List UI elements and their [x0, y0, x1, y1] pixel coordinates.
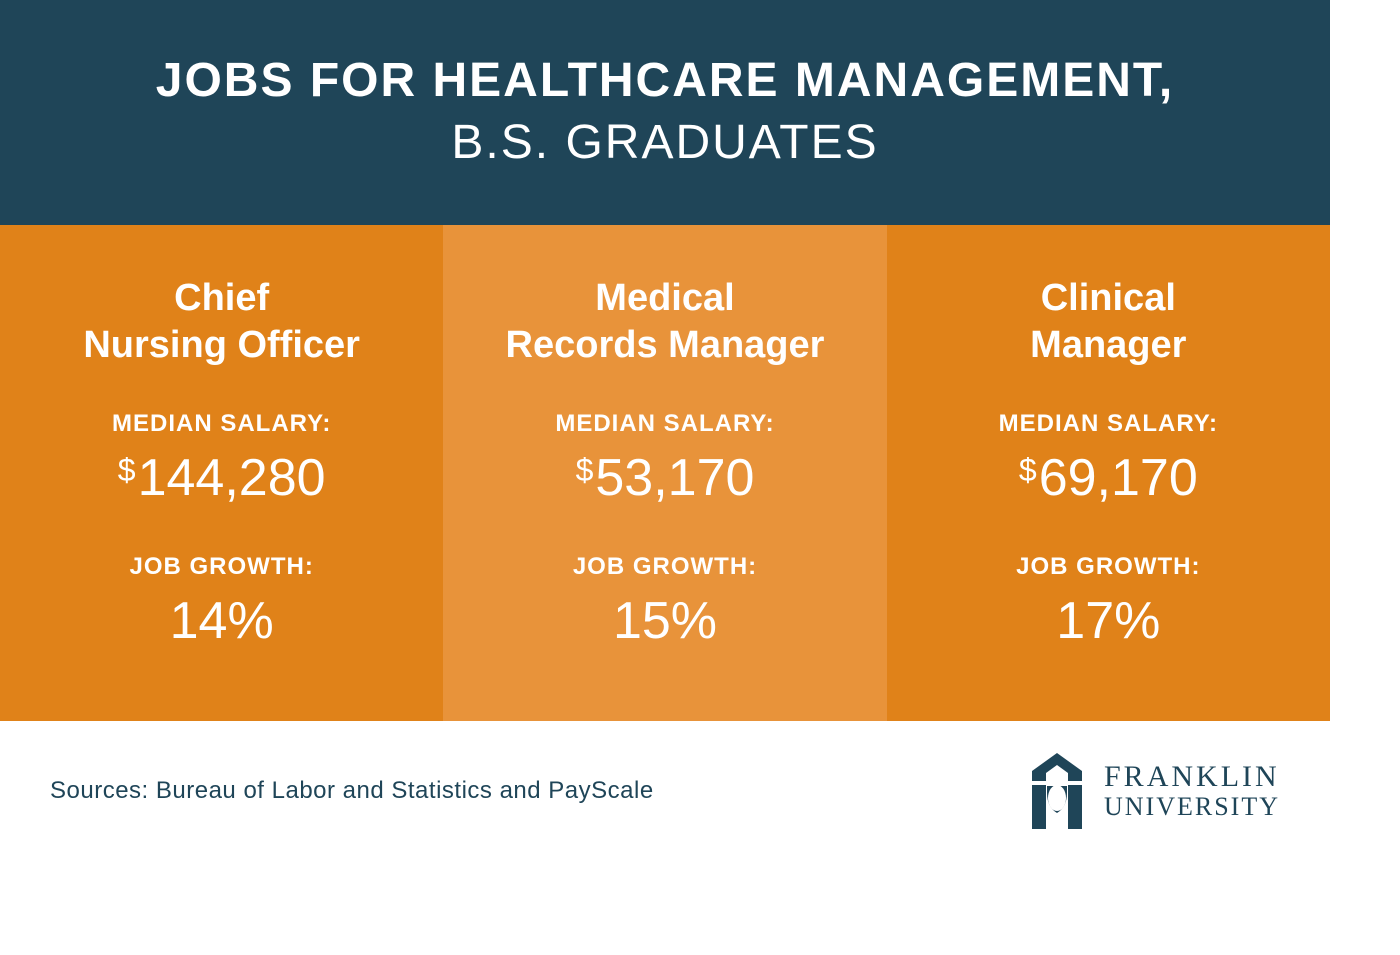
salary-label: MEDIAN SALARY: — [30, 410, 413, 438]
logo-franklin: FRANKLIN — [1104, 761, 1280, 793]
growth-label: JOB GROWTH: — [30, 553, 413, 581]
infographic-container: JOBS FOR HEALTHCARE MANAGEMENT, B.S. GRA… — [0, 0, 1330, 851]
salary-label: MEDIAN SALARY: — [917, 410, 1300, 438]
job-title-line1: Medical — [595, 277, 734, 319]
header-section: JOBS FOR HEALTHCARE MANAGEMENT, B.S. GRA… — [0, 0, 1330, 225]
growth-value: 15% — [473, 591, 856, 651]
growth-value: 14% — [30, 591, 413, 651]
franklin-logo-icon — [1022, 751, 1092, 831]
logo-university: UNIVERSITY — [1104, 793, 1280, 820]
column-clinical-manager: Clinical Manager MEDIAN SALARY: $ 69,170… — [887, 225, 1330, 721]
sources-text: Sources: Bureau of Labor and Statistics … — [50, 777, 654, 805]
job-title: Medical Records Manager — [473, 275, 856, 370]
salary-value: $ 144,280 — [30, 448, 413, 508]
dollar-sign: $ — [118, 452, 136, 489]
dollar-sign: $ — [1019, 452, 1037, 489]
columns-container: Chief Nursing Officer MEDIAN SALARY: $ 1… — [0, 225, 1330, 721]
growth-value: 17% — [917, 591, 1300, 651]
job-title-line1: Clinical — [1041, 277, 1176, 319]
header-title-bold: JOBS FOR HEALTHCARE MANAGEMENT, — [156, 54, 1174, 107]
job-title: Clinical Manager — [917, 275, 1300, 370]
growth-label: JOB GROWTH: — [473, 553, 856, 581]
job-title-line2: Manager — [1030, 324, 1186, 366]
franklin-logo: FRANKLIN UNIVERSITY — [1022, 751, 1280, 831]
growth-label: JOB GROWTH: — [917, 553, 1300, 581]
salary-amount: 53,170 — [595, 448, 754, 508]
salary-amount: 144,280 — [138, 448, 326, 508]
salary-value: $ 69,170 — [917, 448, 1300, 508]
job-title: Chief Nursing Officer — [30, 275, 413, 370]
footer-section: Sources: Bureau of Labor and Statistics … — [0, 721, 1330, 851]
job-title-line1: Chief — [174, 277, 269, 319]
job-title-line2: Records Manager — [506, 324, 825, 366]
salary-amount: 69,170 — [1039, 448, 1198, 508]
column-medical-records: Medical Records Manager MEDIAN SALARY: $… — [443, 225, 886, 721]
salary-value: $ 53,170 — [473, 448, 856, 508]
logo-text: FRANKLIN UNIVERSITY — [1104, 761, 1280, 820]
column-chief-nursing: Chief Nursing Officer MEDIAN SALARY: $ 1… — [0, 225, 443, 721]
dollar-sign: $ — [576, 452, 594, 489]
header-title-light: B.S. GRADUATES — [451, 116, 878, 169]
job-title-line2: Nursing Officer — [83, 324, 360, 366]
salary-label: MEDIAN SALARY: — [473, 410, 856, 438]
header-title: JOBS FOR HEALTHCARE MANAGEMENT, B.S. GRA… — [60, 50, 1270, 175]
